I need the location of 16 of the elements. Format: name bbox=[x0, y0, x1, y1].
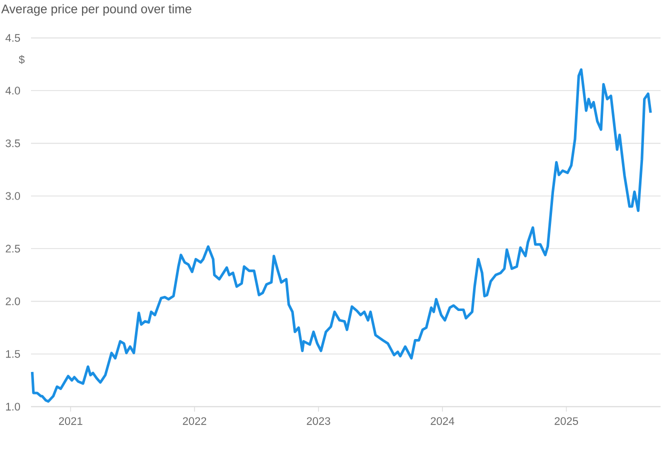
y-tick-label: 3.0 bbox=[6, 192, 20, 200]
x-tick-label: 2022 bbox=[182, 417, 206, 426]
chart-title: Average price per pound over time bbox=[1, 4, 192, 16]
x-tick-label: 2024 bbox=[430, 417, 454, 426]
x-tick-label: 2025 bbox=[554, 417, 578, 426]
y-tick-label: 1.5 bbox=[6, 350, 20, 358]
x-tick-label: 2023 bbox=[306, 417, 330, 426]
y-tick-label: 4.0 bbox=[6, 86, 20, 95]
y-tick-label: 2.5 bbox=[6, 244, 20, 253]
y-tick-label: 4.5 bbox=[6, 34, 20, 42]
y-tick-label: 2.0 bbox=[6, 298, 20, 306]
line-series bbox=[30, 68, 652, 403]
y-axis-title: $ bbox=[18, 55, 25, 64]
y-tick-label: 1.0 bbox=[6, 402, 20, 411]
y-tick-label: 3.5 bbox=[6, 140, 20, 148]
x-tick-label: 2021 bbox=[59, 417, 82, 426]
